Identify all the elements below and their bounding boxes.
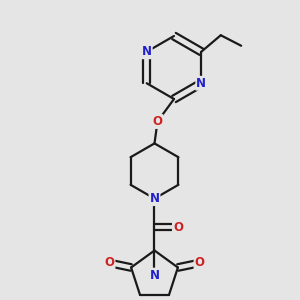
Text: O: O bbox=[152, 115, 163, 128]
Text: N: N bbox=[149, 192, 160, 205]
Text: O: O bbox=[104, 256, 115, 269]
Text: N: N bbox=[196, 77, 206, 90]
Text: O: O bbox=[173, 220, 183, 234]
Text: O: O bbox=[194, 256, 205, 269]
Text: N: N bbox=[149, 268, 160, 282]
Text: N: N bbox=[142, 45, 152, 58]
